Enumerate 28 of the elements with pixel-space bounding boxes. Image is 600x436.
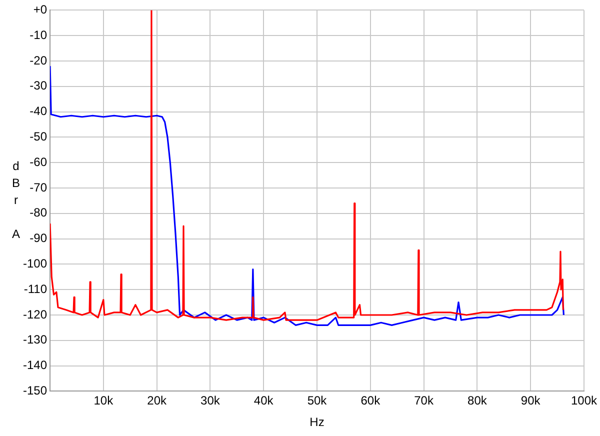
- y-tick-label: -10: [30, 28, 48, 42]
- y-tick-label: -60: [30, 154, 48, 169]
- x-tick-label: 20k: [147, 394, 168, 408]
- y-tick-label: -140: [22, 358, 48, 372]
- x-axis-title: Hz: [310, 415, 324, 430]
- x-tick-label: 50k: [307, 394, 328, 408]
- y-tick-label: -150: [22, 384, 48, 398]
- y-tick-label: +0: [33, 2, 48, 17]
- x-tick-label: 30k: [200, 394, 221, 408]
- y-tick-label: -40: [30, 104, 48, 118]
- text: dBr A: [12, 159, 20, 242]
- y-tick-label: -110: [24, 282, 48, 296]
- y-tick-label: -120: [22, 307, 48, 322]
- x-tick-label: 40k: [254, 394, 274, 408]
- x-tick-label: 90k: [520, 394, 542, 408]
- y-tick-label: -130: [22, 332, 48, 347]
- y-tick-label: -30: [30, 78, 48, 93]
- y-tick-label: -90: [30, 231, 48, 246]
- y-tick-label: -20: [30, 53, 48, 68]
- x-tick-label: 70k: [414, 394, 434, 408]
- y-tick-label: -50: [30, 130, 48, 144]
- x-tick-label: 100k: [570, 394, 598, 408]
- y-tick-label: -80: [30, 206, 48, 220]
- x-tick-label: 10k: [94, 394, 114, 408]
- x-tick-label: 60k: [360, 394, 382, 408]
- y-tick-label: -70: [30, 180, 48, 194]
- x-tick-label: 80k: [468, 394, 488, 408]
- y-tick-label: -100: [22, 256, 48, 271]
